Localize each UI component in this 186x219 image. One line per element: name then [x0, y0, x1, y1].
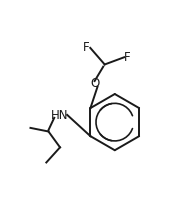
Text: F: F — [83, 41, 90, 54]
Text: F: F — [124, 51, 130, 64]
Text: O: O — [91, 78, 100, 90]
Text: HN: HN — [51, 109, 69, 122]
